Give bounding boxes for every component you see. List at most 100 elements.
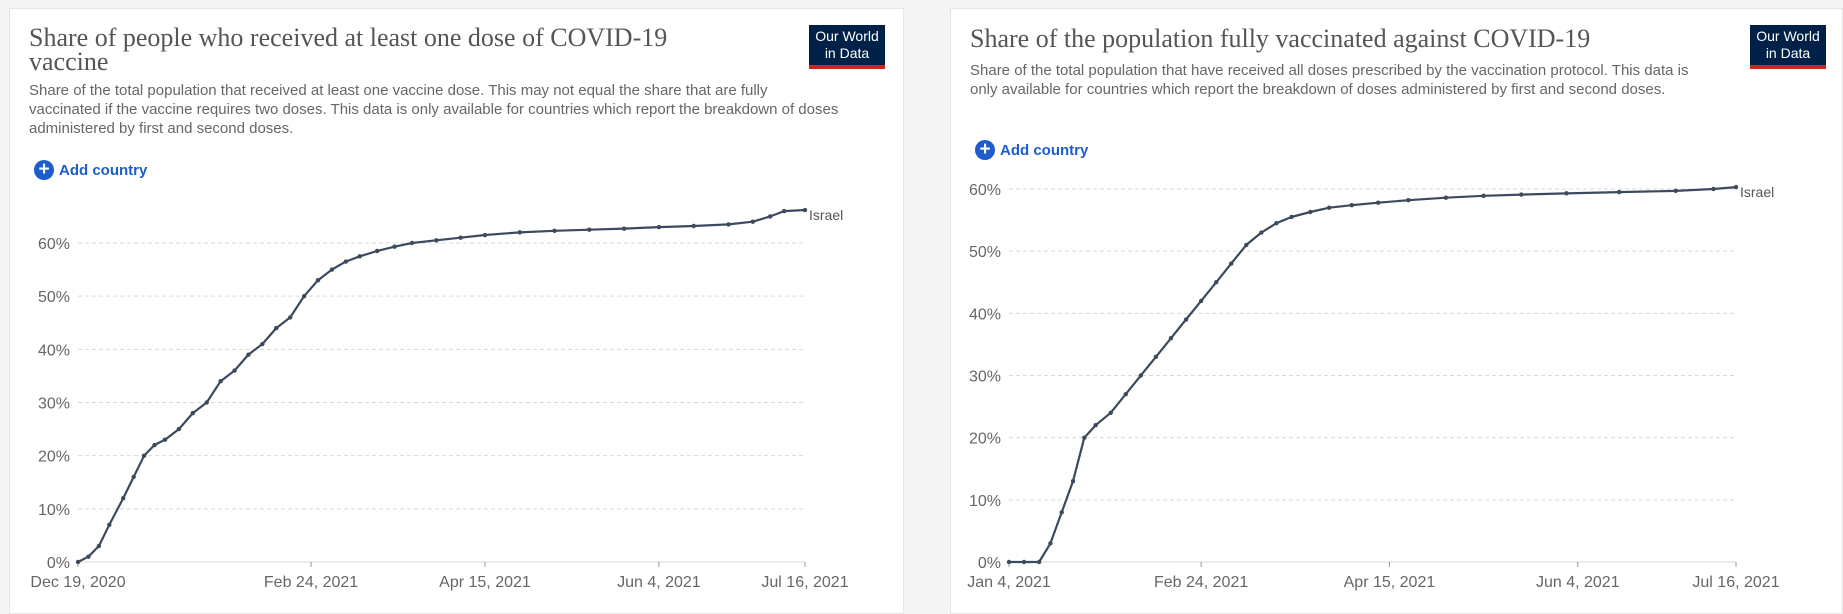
data-point[interactable] — [1198, 298, 1204, 304]
data-point[interactable] — [343, 259, 349, 264]
chart-title: Share of people who received at least on… — [29, 23, 668, 76]
data-point[interactable] — [1711, 186, 1716, 192]
data-point[interactable] — [86, 554, 91, 559]
logo-line-1: Our World — [815, 28, 879, 44]
data-point[interactable] — [1168, 336, 1174, 341]
add-country-button[interactable]: + Add country — [34, 160, 147, 180]
data-point[interactable] — [1289, 214, 1294, 220]
data-point[interactable] — [1082, 435, 1087, 440]
data-point[interactable] — [274, 325, 279, 331]
owid-logo[interactable]: Our World in Data — [1750, 25, 1826, 69]
data-point[interactable] — [1406, 197, 1411, 203]
x-tick-label: Jun 4, 2021 — [1536, 574, 1620, 591]
x-tick-label: Dec 19, 2020 — [30, 574, 125, 591]
data-point[interactable] — [1274, 220, 1279, 226]
x-tick-label: Jul 16, 2021 — [761, 574, 848, 591]
series-line-israel[interactable] — [1009, 186, 1737, 564]
data-point[interactable] — [1108, 410, 1113, 415]
data-point[interactable] — [1673, 188, 1678, 194]
data-point[interactable] — [1375, 200, 1381, 205]
x-tick-label: Feb 24, 2021 — [1154, 574, 1248, 591]
data-point[interactable] — [176, 426, 182, 432]
data-point[interactable] — [1093, 423, 1098, 428]
add-country-label: Add country — [59, 161, 148, 179]
y-tick-label: 20% — [38, 449, 70, 466]
plus-circle-icon: + — [975, 140, 995, 160]
data-point[interactable] — [1048, 541, 1053, 546]
logo-line-2: in Data — [824, 45, 870, 61]
data-point[interactable] — [458, 235, 463, 240]
data-point[interactable] — [141, 453, 147, 458]
data-point[interactable] — [691, 223, 696, 229]
data-point[interactable] — [357, 254, 362, 259]
data-point[interactable] — [621, 226, 627, 231]
data-point[interactable] — [329, 267, 335, 272]
data-point[interactable] — [1153, 354, 1159, 360]
data-point[interactable] — [1229, 261, 1234, 266]
x-tick-label: Jan 4, 2021 — [967, 574, 1051, 591]
data-point[interactable] — [1244, 242, 1249, 248]
chart-subtitle: Share of the total population that have … — [970, 62, 1689, 98]
data-point[interactable] — [409, 240, 415, 246]
data-point[interactable] — [287, 315, 293, 320]
owid-logo[interactable]: Our World in Data — [809, 25, 885, 69]
data-point[interactable] — [656, 224, 662, 230]
data-point[interactable] — [152, 442, 157, 448]
chart-title: Share of the population fully vaccinated… — [970, 24, 1591, 53]
data-point[interactable] — [232, 368, 237, 373]
x-tick-label: Jun 4, 2021 — [617, 574, 701, 591]
y-tick-label: 30% — [38, 396, 70, 413]
data-point[interactable] — [260, 341, 265, 347]
data-point[interactable] — [374, 248, 380, 254]
x-tick-label: Jul 16, 2021 — [1692, 574, 1779, 591]
data-point[interactable] — [517, 230, 522, 235]
data-point[interactable] — [1349, 202, 1354, 208]
data-point[interactable] — [1564, 191, 1569, 196]
data-point[interactable] — [781, 208, 787, 214]
data-point[interactable] — [96, 543, 102, 549]
data-point[interactable] — [392, 244, 397, 249]
data-point[interactable] — [1021, 559, 1027, 565]
data-point[interactable] — [1617, 189, 1622, 195]
data-point[interactable] — [301, 293, 307, 299]
data-point[interactable] — [1006, 559, 1012, 565]
data-point[interactable] — [218, 379, 223, 384]
data-point[interactable] — [315, 278, 321, 283]
data-point[interactable] — [1183, 317, 1189, 322]
data-point[interactable] — [750, 219, 756, 224]
series-line-israel[interactable] — [77, 208, 806, 563]
data-point[interactable] — [1059, 510, 1064, 515]
logo-line-2: in Data — [1765, 45, 1811, 61]
data-point[interactable] — [121, 496, 126, 501]
data-point[interactable] — [1213, 280, 1219, 285]
data-point[interactable] — [726, 222, 731, 227]
line-chart-fully-vaccinated: 0% 10% 20% 30% 40% 50% 60% Jan 4, 2021 Feb 24, 2… — [967, 182, 1780, 591]
data-point[interactable] — [107, 522, 112, 527]
y-tick-label: 50% — [969, 244, 1001, 261]
data-point[interactable] — [802, 207, 808, 213]
data-point[interactable] — [162, 437, 168, 442]
data-point[interactable] — [1326, 205, 1332, 210]
data-point[interactable] — [1036, 559, 1042, 565]
add-country-button[interactable]: + Add country — [975, 140, 1088, 160]
data-point[interactable] — [1070, 478, 1076, 484]
data-point[interactable] — [434, 238, 439, 243]
data-point[interactable] — [246, 352, 251, 357]
data-point[interactable] — [75, 559, 81, 565]
data-point[interactable] — [1259, 230, 1264, 235]
data-point[interactable] — [482, 232, 488, 238]
data-point[interactable] — [1481, 193, 1486, 199]
data-point[interactable] — [131, 474, 136, 480]
data-point[interactable] — [552, 228, 557, 233]
data-point[interactable] — [204, 400, 209, 405]
data-point[interactable] — [1443, 195, 1449, 200]
data-point[interactable] — [1308, 209, 1313, 215]
data-point[interactable] — [1733, 184, 1739, 190]
data-point[interactable] — [1519, 192, 1524, 197]
data-point[interactable] — [587, 227, 592, 232]
y-tick-label: 40% — [38, 342, 70, 359]
data-point[interactable] — [1138, 373, 1144, 378]
data-point[interactable] — [190, 410, 195, 416]
data-point[interactable] — [768, 214, 773, 219]
data-point[interactable] — [1123, 391, 1128, 397]
